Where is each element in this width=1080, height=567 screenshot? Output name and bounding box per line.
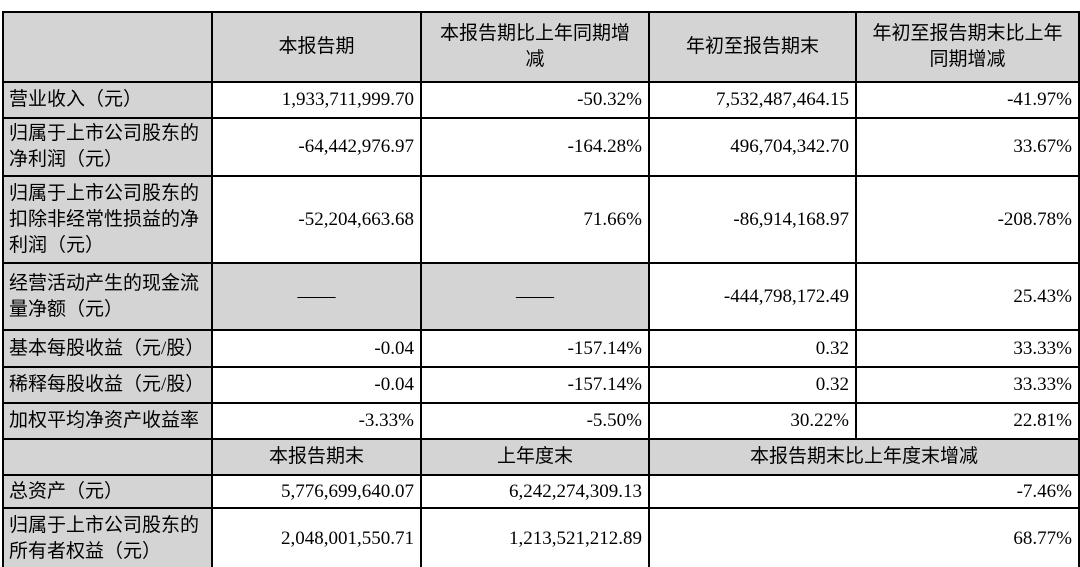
cell-value: -86,914,168.97 <box>648 175 857 265</box>
cell-value: -50.32% <box>420 81 650 119</box>
cell-value: 1,933,711,999.70 <box>211 81 422 119</box>
row-label: 基本每股收益（元/股） <box>2 329 213 369</box>
header2-change-vs-prior-year-end: 本报告期末比上年度末增减 <box>648 438 1080 477</box>
cell-value: 68.77% <box>648 507 1080 567</box>
cell-value: 7,532,487,464.15 <box>648 81 857 119</box>
cell-placeholder-dash: —— <box>211 262 422 332</box>
row-label: 总资产（元） <box>2 474 213 510</box>
cell-value: 33.67% <box>855 116 1080 178</box>
cell-value: 30.22% <box>648 402 857 441</box>
cell-value: 0.32 <box>648 366 857 405</box>
header2-end-of-period: 本报告期末 <box>211 438 422 477</box>
cell-value: -5.50% <box>420 402 650 441</box>
header-current-period: 本报告期 <box>211 11 422 83</box>
cell-value: 33.33% <box>855 366 1080 405</box>
table-row-operating-revenue: 营业收入（元） 1,933,711,999.70 -50.32% 7,532,4… <box>2 81 1080 119</box>
cell-value: -164.28% <box>420 116 650 178</box>
cell-value: -157.14% <box>420 366 650 405</box>
row-label: 归属于上市公司股东的扣除非经常性损益的净利润（元） <box>2 175 213 265</box>
header-current-period-yoy-change: 本报告期比上年同期增减 <box>420 11 650 83</box>
financial-summary-table: 本报告期 本报告期比上年同期增减 年初至报告期末 年初至报告期末比上年同期增减 … <box>2 11 1080 567</box>
header-ytd: 年初至报告期末 <box>648 11 857 83</box>
cell-value: -208.78% <box>855 175 1080 265</box>
cell-value: 496,704,342.70 <box>648 116 857 178</box>
cell-value: 6,242,274,309.13 <box>420 474 650 510</box>
cell-value: -64,442,976.97 <box>211 116 422 178</box>
cell-value: 1,213,521,212.89 <box>420 507 650 567</box>
row-label: 加权平均净资产收益率 <box>2 402 213 441</box>
table-row-net-profit-excl-nonrecurring: 归属于上市公司股东的扣除非经常性损益的净利润（元） -52,204,663.68… <box>2 175 1080 265</box>
table-row-diluted-eps: 稀释每股收益（元/股） -0.04 -157.14% 0.32 33.33% <box>2 366 1080 405</box>
table-header-row-1: 本报告期 本报告期比上年同期增减 年初至报告期末 年初至报告期末比上年同期增减 <box>2 11 1080 83</box>
row-label: 稀释每股收益（元/股） <box>2 366 213 405</box>
cell-value: 71.66% <box>420 175 650 265</box>
table-row-net-profit: 归属于上市公司股东的净利润（元） -64,442,976.97 -164.28%… <box>2 116 1080 178</box>
table-row-basic-eps: 基本每股收益（元/股） -0.04 -157.14% 0.32 33.33% <box>2 329 1080 369</box>
header-ytd-yoy-change: 年初至报告期末比上年同期增减 <box>855 11 1080 83</box>
row-label: 归属于上市公司股东的净利润（元） <box>2 116 213 178</box>
table-row-weighted-avg-roe: 加权平均净资产收益率 -3.33% -5.50% 30.22% 22.81% <box>2 402 1080 441</box>
table-header-row-2: 本报告期末 上年度末 本报告期末比上年度末增减 <box>2 438 1080 477</box>
cell-value: 25.43% <box>855 262 1080 332</box>
cell-value: -0.04 <box>211 329 422 369</box>
header-corner-blank <box>2 11 213 83</box>
cell-value: 0.32 <box>648 329 857 369</box>
cell-value: 33.33% <box>855 329 1080 369</box>
table-row-total-assets: 总资产（元） 5,776,699,640.07 6,242,274,309.13… <box>2 474 1080 510</box>
cell-value: -444,798,172.49 <box>648 262 857 332</box>
table-row-owners-equity: 归属于上市公司股东的所有者权益（元） 2,048,001,550.71 1,21… <box>2 507 1080 567</box>
cell-value: -52,204,663.68 <box>211 175 422 265</box>
cell-value: 22.81% <box>855 402 1080 441</box>
cell-value: 5,776,699,640.07 <box>211 474 422 510</box>
cell-placeholder-dash: —— <box>420 262 650 332</box>
header2-end-of-prior-year: 上年度末 <box>420 438 650 477</box>
row-label: 归属于上市公司股东的所有者权益（元） <box>2 507 213 567</box>
row-label: 营业收入（元） <box>2 81 213 119</box>
cell-value: -7.46% <box>648 474 1080 510</box>
cell-value: -3.33% <box>211 402 422 441</box>
row-label: 经营活动产生的现金流量净额（元） <box>2 262 213 332</box>
cell-value: 2,048,001,550.71 <box>211 507 422 567</box>
cell-value: -41.97% <box>855 81 1080 119</box>
cell-value: -0.04 <box>211 366 422 405</box>
header2-corner-blank <box>2 438 213 477</box>
cell-value: -157.14% <box>420 329 650 369</box>
table-row-operating-cash-flow: 经营活动产生的现金流量净额（元） —— —— -444,798,172.49 2… <box>2 262 1080 332</box>
